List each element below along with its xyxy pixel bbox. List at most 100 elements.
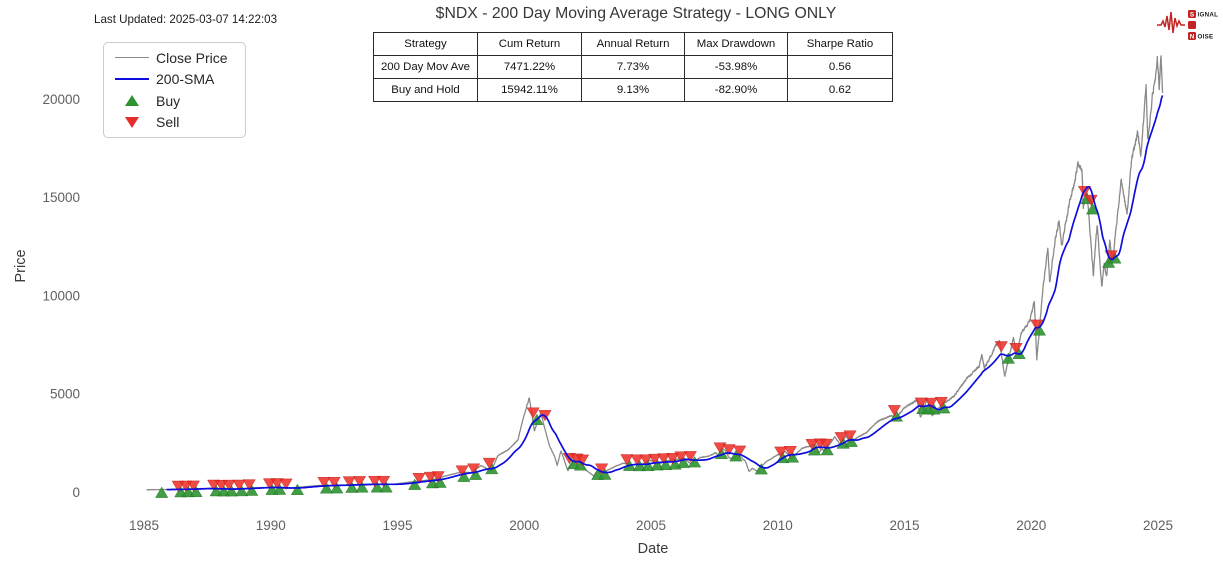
sell-marker (657, 453, 671, 465)
y-axis-label: Price (13, 249, 29, 283)
buy-marker (785, 451, 800, 463)
buy-marker (355, 481, 369, 493)
sell-marker (368, 476, 382, 488)
sell-marker (994, 341, 1008, 353)
cell-cum-return: 15942.11% (477, 78, 582, 103)
cell-max-drawdown: -82.90% (684, 78, 788, 103)
table-row-200dma: 200 Day Mov Ave 7471.22% 7.73% -53.98% 0… (373, 55, 893, 80)
sell-marker (1030, 319, 1044, 331)
x-tick-1990: 1990 (256, 518, 286, 533)
logo-badge-s-letter: S (1190, 11, 1195, 18)
y-tick-10000: 10000 (42, 288, 80, 303)
sell-marker (431, 471, 445, 483)
legend-item-sma: 200-SMA (108, 69, 239, 91)
legend-label: Buy (156, 92, 181, 109)
last-updated-text: Last Updated: 2025-03-07 14:22:03 (94, 13, 278, 26)
sell-marker (713, 442, 727, 454)
y-tick-20000: 20000 (42, 92, 80, 107)
sell-marker (648, 453, 662, 465)
sell-marker (924, 397, 938, 409)
buy-marker (573, 459, 588, 471)
logo-badge-n-letter: N (1190, 33, 1195, 40)
y-tick-0: 0 (72, 485, 80, 500)
cell-sharpe-ratio: 0.56 (787, 55, 893, 80)
buy-marker (345, 481, 359, 493)
table-row-buy-and-hold: Buy and Hold 15942.11% 9.13% -82.90% 0.6… (373, 78, 893, 103)
buy-marker (844, 435, 858, 447)
cell-annual-return: 7.73% (581, 55, 685, 80)
sell-marker (412, 473, 426, 485)
sell-marker (805, 439, 819, 451)
buy-marker (641, 459, 655, 471)
cell-max-drawdown: -53.98% (684, 55, 788, 80)
sell-marker (242, 479, 256, 491)
sell-marker (630, 454, 644, 466)
buy-marker (820, 444, 834, 456)
sell-marker (595, 463, 609, 475)
buy-marker (224, 485, 239, 497)
sell-marker (674, 451, 688, 463)
sell-marker (186, 480, 200, 492)
x-tick-2020: 2020 (1016, 518, 1046, 533)
x-axis-label: Date (637, 541, 669, 557)
legend-item-close-price: Close Price (108, 47, 239, 69)
col-cum-return: Cum Return (477, 31, 582, 57)
sell-marker (733, 445, 747, 457)
col-max-drawdown: Max Drawdown (684, 31, 788, 57)
sell-marker (222, 479, 236, 491)
buy-marker (1001, 352, 1015, 364)
sell-marker (327, 477, 341, 489)
buy-marker (155, 486, 169, 498)
x-tick-1995: 1995 (382, 518, 412, 533)
y-tick-5000: 5000 (50, 387, 80, 402)
buy-marker (729, 450, 743, 462)
signal2noise-logo: S IGNAL N OISE (1157, 10, 1219, 40)
x-tick-2025: 2025 (1143, 518, 1173, 533)
col-annual-return: Annual Return (581, 31, 685, 57)
logo-word-signal: IGNAL (1198, 11, 1219, 18)
buy-marker (1032, 324, 1046, 336)
close-price-line-icon (108, 57, 156, 59)
sell-marker (526, 407, 540, 419)
x-tick-1985: 1985 (129, 518, 159, 533)
buy-marker (273, 483, 287, 495)
sell-marker (843, 430, 857, 442)
sell-marker (819, 438, 833, 450)
stats-table: Strategy Cum Return Annual Return Max Dr… (373, 31, 893, 103)
legend-label: Close Price (156, 49, 228, 66)
sell-marker (232, 479, 246, 491)
buy-marker (408, 478, 422, 490)
sell-marker (270, 478, 284, 490)
x-tick-2015: 2015 (889, 518, 919, 533)
sell-marker (834, 432, 848, 444)
cell-sharpe-ratio: 0.62 (787, 78, 893, 103)
page-title: $NDX - 200 Day Moving Average Strategy -… (435, 5, 837, 22)
sell-marker (914, 397, 928, 409)
stats-table-header-row: Strategy Cum Return Annual Return Max Dr… (373, 31, 893, 57)
sell-marker (352, 476, 367, 488)
sell-marker (377, 476, 391, 488)
buy-marker (330, 482, 344, 494)
logo-badge-s (1188, 10, 1196, 18)
buy-marker (633, 460, 647, 472)
cell-cum-return: 7471.22% (477, 55, 582, 80)
sell-marker (934, 397, 948, 409)
sell-marker (455, 465, 469, 477)
x-tick-2005: 2005 (636, 518, 666, 533)
logo-badge-2 (1188, 21, 1196, 29)
sell-marker (639, 454, 653, 466)
buy-marker (650, 459, 664, 471)
buy-marker (245, 484, 259, 496)
buy-marker (659, 458, 673, 470)
buy-triangle-icon (108, 95, 156, 107)
legend-label: 200-SMA (156, 71, 215, 88)
legend-item-buy: Buy (108, 90, 239, 112)
sell-marker (1009, 343, 1023, 355)
sell-marker (620, 454, 634, 466)
cell-strategy-name: 200 Day Mov Ave (373, 55, 478, 80)
buy-marker (457, 470, 471, 482)
close-price-line (146, 55, 1164, 491)
ekg-waveform-icon (1157, 11, 1185, 34)
logo-word-noise: OISE (1198, 33, 1214, 40)
